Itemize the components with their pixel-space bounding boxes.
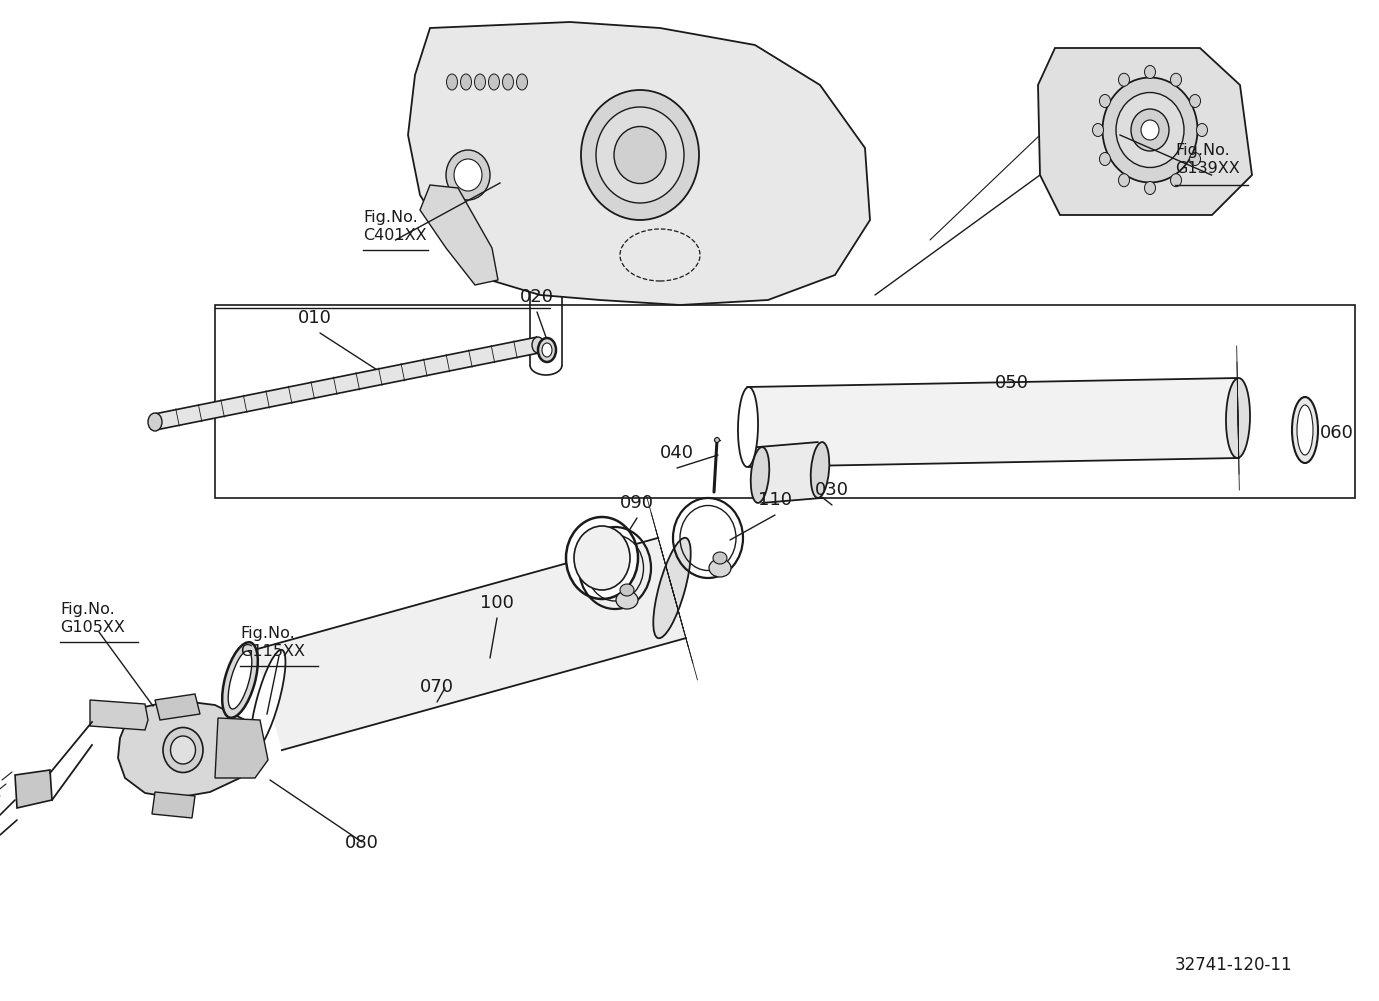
Ellipse shape (1116, 92, 1185, 167)
Text: 070: 070 (421, 678, 454, 696)
Text: 110: 110 (758, 491, 792, 509)
Text: 030: 030 (815, 481, 849, 499)
Ellipse shape (738, 387, 758, 467)
Ellipse shape (538, 338, 556, 362)
Ellipse shape (1118, 174, 1129, 187)
Ellipse shape (565, 517, 638, 599)
Ellipse shape (581, 90, 699, 220)
Polygon shape (215, 718, 268, 778)
Text: 32741-120-11: 32741-120-11 (1175, 956, 1292, 974)
Ellipse shape (1131, 109, 1169, 151)
Ellipse shape (228, 651, 252, 709)
Ellipse shape (1092, 123, 1103, 136)
Ellipse shape (461, 74, 472, 90)
Ellipse shape (654, 538, 691, 639)
Ellipse shape (251, 650, 285, 750)
Text: 020: 020 (520, 288, 554, 306)
Ellipse shape (517, 74, 528, 90)
Ellipse shape (1197, 123, 1208, 136)
Text: 010: 010 (298, 309, 332, 327)
Text: Fig.No.: Fig.No. (1175, 143, 1230, 158)
Ellipse shape (1171, 73, 1182, 86)
Ellipse shape (1099, 152, 1110, 165)
Ellipse shape (222, 643, 258, 718)
Ellipse shape (532, 337, 543, 353)
Text: Fig.No.: Fig.No. (363, 210, 418, 225)
Ellipse shape (621, 584, 634, 596)
Text: 060: 060 (1320, 424, 1354, 442)
Text: Fig.No.: Fig.No. (240, 626, 295, 641)
Ellipse shape (1298, 405, 1313, 455)
Ellipse shape (454, 159, 483, 191)
Ellipse shape (1145, 65, 1156, 78)
Ellipse shape (1171, 174, 1182, 187)
Text: C401XX: C401XX (363, 228, 426, 243)
Ellipse shape (811, 442, 829, 497)
Ellipse shape (1102, 77, 1197, 182)
Ellipse shape (574, 526, 630, 590)
Polygon shape (408, 22, 870, 305)
Polygon shape (747, 378, 1238, 467)
Ellipse shape (1226, 378, 1249, 458)
Text: 080: 080 (345, 834, 379, 852)
Polygon shape (421, 185, 498, 285)
Ellipse shape (474, 74, 485, 90)
Ellipse shape (163, 728, 203, 773)
Ellipse shape (447, 74, 458, 90)
Ellipse shape (1190, 94, 1201, 107)
Text: G105XX: G105XX (61, 620, 125, 635)
Ellipse shape (616, 591, 638, 609)
Ellipse shape (1145, 181, 1156, 194)
Ellipse shape (502, 74, 513, 90)
Ellipse shape (614, 126, 666, 183)
Polygon shape (757, 442, 822, 503)
Text: 050: 050 (996, 374, 1029, 392)
Text: Fig.No.: Fig.No. (61, 602, 114, 617)
Text: 090: 090 (621, 494, 654, 512)
Polygon shape (215, 305, 1356, 498)
Ellipse shape (1292, 397, 1318, 463)
Ellipse shape (488, 74, 499, 90)
Ellipse shape (148, 413, 161, 431)
Polygon shape (119, 700, 255, 798)
Ellipse shape (713, 552, 727, 564)
Text: 040: 040 (661, 444, 694, 462)
Ellipse shape (1099, 94, 1110, 107)
Polygon shape (15, 770, 52, 808)
Ellipse shape (1190, 152, 1201, 165)
Polygon shape (152, 792, 194, 818)
Text: G139XX: G139XX (1175, 161, 1240, 176)
Polygon shape (1038, 48, 1252, 215)
Polygon shape (154, 694, 200, 720)
Ellipse shape (445, 150, 490, 200)
Text: G115XX: G115XX (240, 644, 305, 659)
Ellipse shape (171, 736, 196, 764)
Ellipse shape (596, 107, 684, 203)
Ellipse shape (1118, 73, 1129, 86)
Polygon shape (254, 538, 685, 750)
Ellipse shape (750, 447, 769, 503)
Polygon shape (90, 700, 148, 730)
Text: 100: 100 (480, 594, 514, 612)
Ellipse shape (714, 437, 720, 442)
Ellipse shape (1140, 120, 1158, 140)
Polygon shape (153, 337, 539, 429)
Ellipse shape (709, 559, 731, 577)
Ellipse shape (542, 343, 552, 357)
